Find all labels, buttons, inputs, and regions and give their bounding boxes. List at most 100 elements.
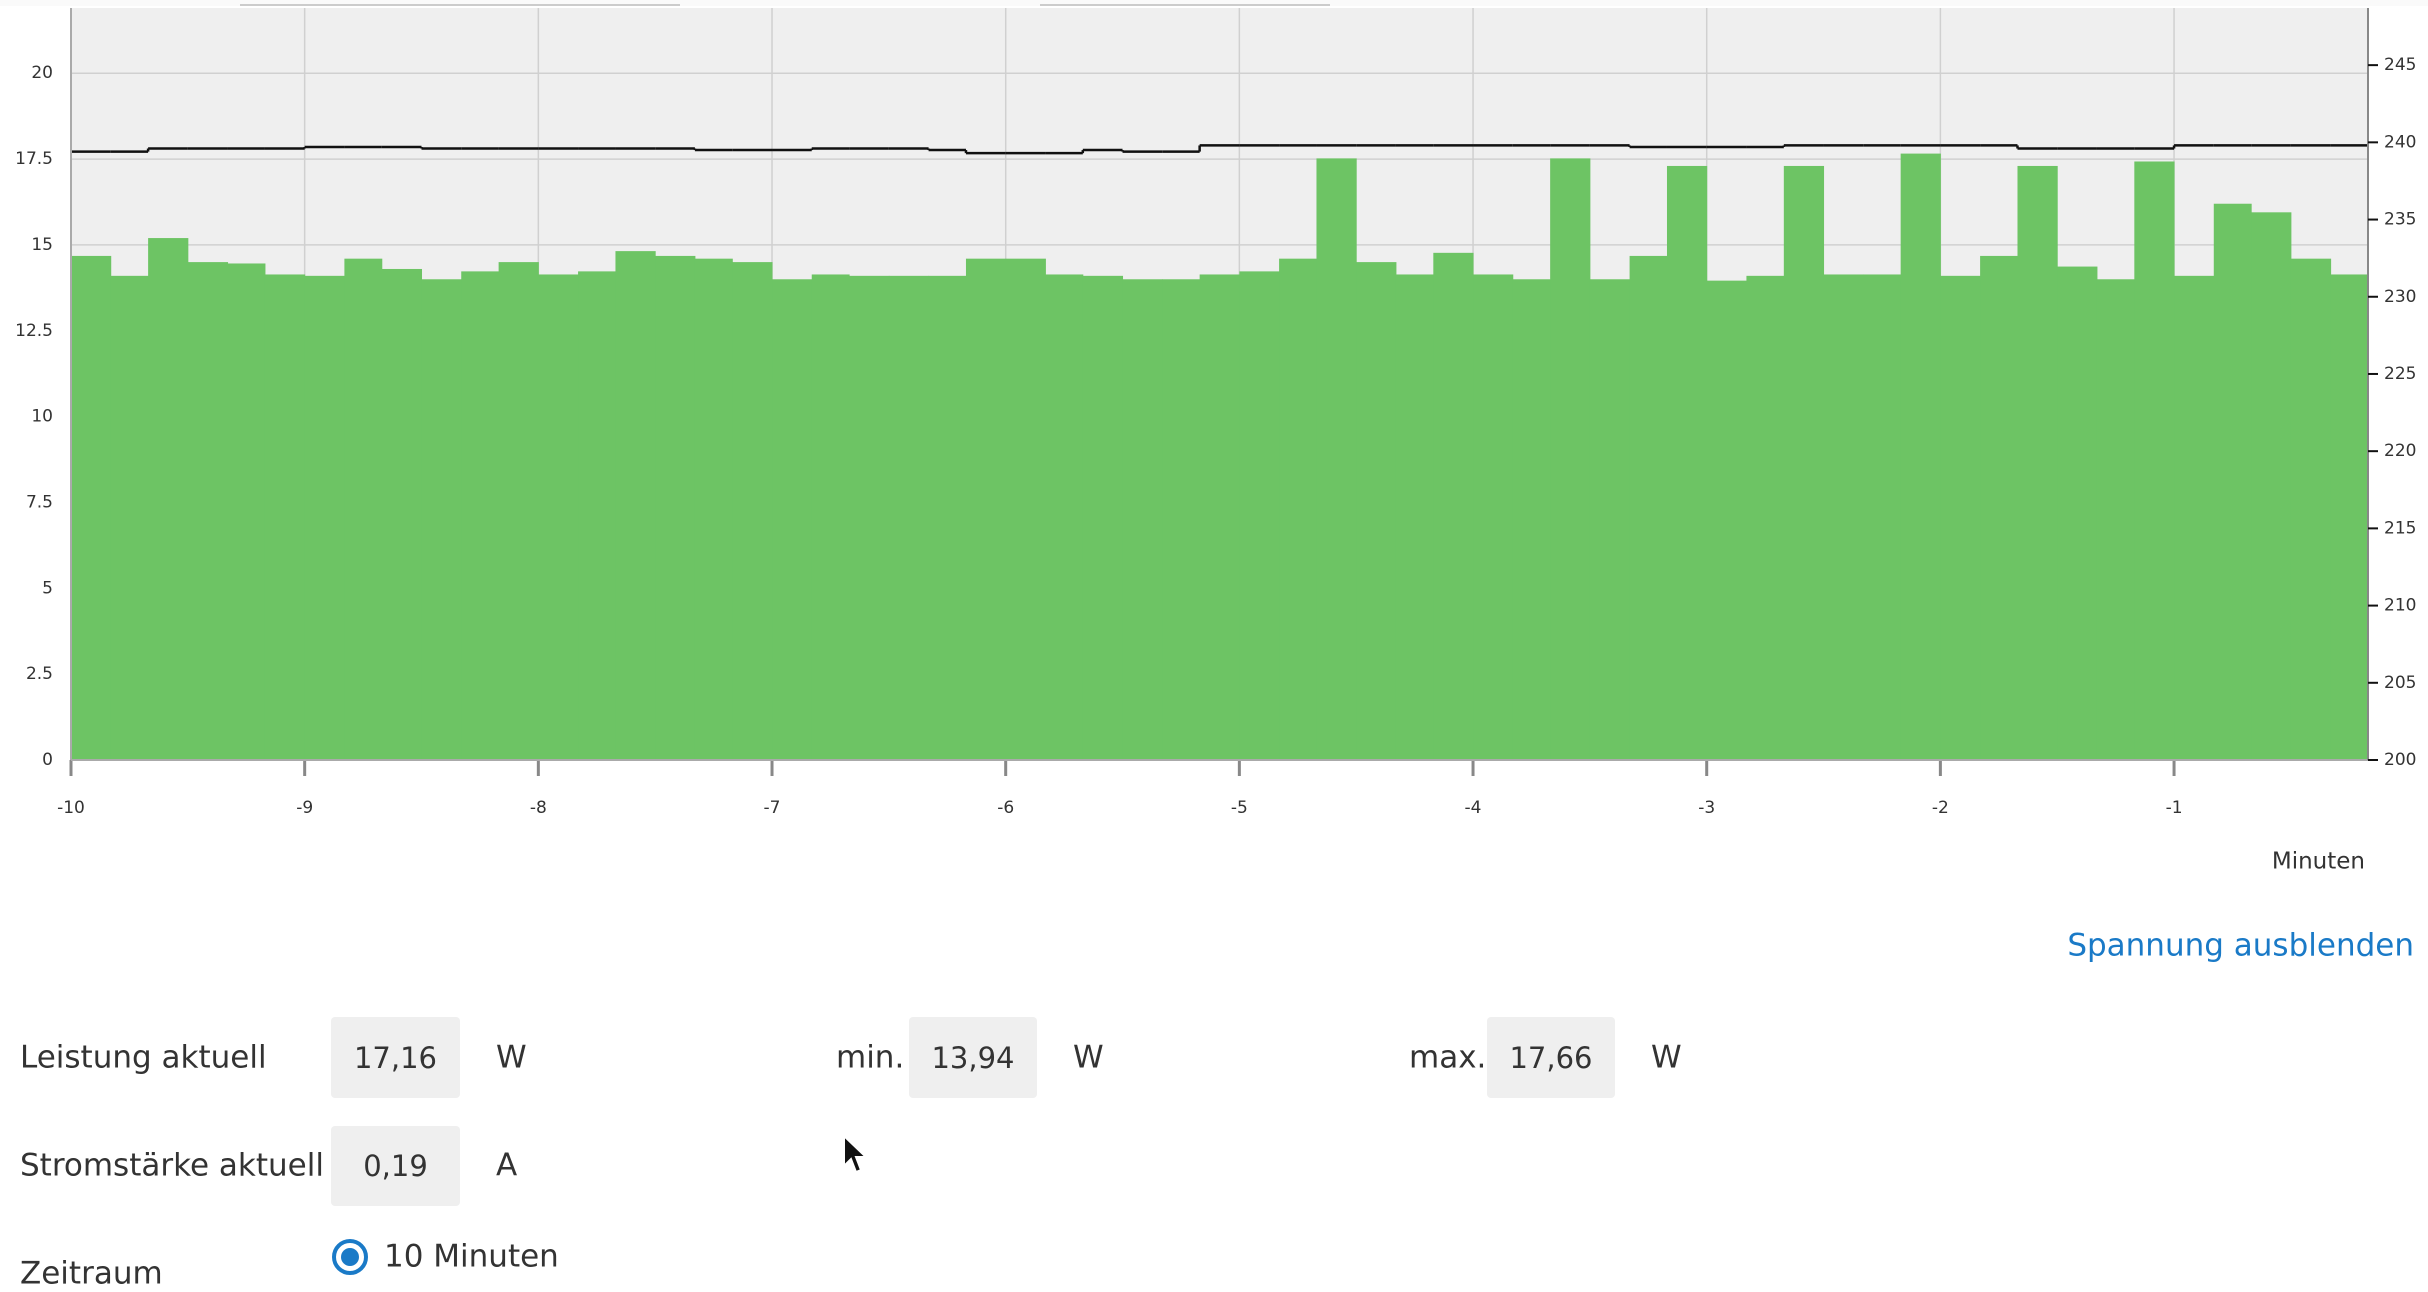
period-option[interactable]: 10 Minuten <box>384 1238 559 1275</box>
x-tick-label: -1 <box>2166 798 2183 818</box>
x-tick-label: -3 <box>1698 798 1715 818</box>
bar <box>1863 274 1902 760</box>
bar <box>694 258 733 760</box>
bar <box>148 238 189 760</box>
bar <box>1589 279 1631 760</box>
bar <box>1473 274 1514 760</box>
bar <box>2096 279 2135 760</box>
power-value: 17,16 <box>331 1017 460 1098</box>
bar <box>71 255 112 761</box>
bar <box>2251 212 2292 761</box>
bar <box>2330 274 2369 760</box>
min-unit: W <box>1073 1039 1104 1076</box>
chart: Minuten 0 2.5 5 7.5 10 12.5 15 17.5 20 -10 -9 -8 -7 -… <box>0 0 2428 875</box>
bar <box>772 279 813 760</box>
y2-tick-label: 240 <box>2384 132 2416 152</box>
x-tick-label: -2 <box>1932 798 1949 818</box>
bar <box>1005 258 1046 760</box>
y2-tick-label: 230 <box>2384 287 2416 307</box>
bar <box>1629 255 1668 761</box>
y2-tick-label: 220 <box>2384 441 2416 461</box>
bar <box>110 275 149 760</box>
y2-tick-label: 235 <box>2384 210 2416 230</box>
tab-strip <box>0 0 2428 6</box>
y2-tick-label: 225 <box>2384 364 2416 384</box>
bar <box>1783 165 1825 760</box>
bar <box>888 275 930 760</box>
bar <box>928 275 967 760</box>
x-tick-label: -8 <box>530 798 547 818</box>
current-label: Stromstärke aktuell <box>20 1147 324 1184</box>
max-value: 17,66 <box>1487 1017 1615 1098</box>
bar <box>1199 274 1240 760</box>
bar <box>655 255 696 761</box>
min-label: min. <box>836 1039 905 1076</box>
bar <box>1316 158 1357 760</box>
max-unit: W <box>1651 1039 1682 1076</box>
bar <box>1356 262 1397 760</box>
bar <box>264 274 306 760</box>
bar <box>1162 279 1201 760</box>
bar <box>1239 271 1280 760</box>
x-tick-label: -5 <box>1231 798 1248 818</box>
min-value: 13,94 <box>909 1017 1037 1098</box>
bar <box>498 262 539 760</box>
bar <box>1823 274 1864 760</box>
bar <box>732 262 773 760</box>
power-label: Leistung aktuell <box>20 1039 267 1076</box>
y2-tick-label: 210 <box>2384 596 2416 616</box>
x-tick-label: -10 <box>57 798 85 818</box>
y-tick-label: 12.5 <box>15 321 53 341</box>
x-tick-label: -4 <box>1465 798 1482 818</box>
y-tick-label: 15 <box>31 235 53 255</box>
max-label: max. <box>1409 1039 1487 1076</box>
bar <box>1666 165 1708 760</box>
bar <box>2213 203 2252 761</box>
bar <box>1900 153 1941 760</box>
bar <box>1433 252 1474 760</box>
y2-tick-label: 205 <box>2384 673 2416 693</box>
bar <box>2134 161 2175 760</box>
bar <box>1082 275 1124 760</box>
bar <box>1279 258 1317 760</box>
bar <box>578 271 616 760</box>
bar <box>811 274 850 760</box>
bar <box>421 279 462 760</box>
bar <box>849 275 890 760</box>
current-unit: A <box>496 1147 518 1184</box>
bar <box>1395 274 1434 760</box>
mouse-cursor <box>843 1134 869 1174</box>
bar <box>304 275 345 760</box>
y2-tick-label: 215 <box>2384 518 2416 538</box>
bar <box>344 258 383 760</box>
bar <box>538 274 579 760</box>
x-tick-label: -9 <box>296 798 313 818</box>
y-tick-label: 20 <box>31 63 53 83</box>
y2-tick-label: 200 <box>2384 750 2416 770</box>
radio-button[interactable] <box>330 1237 370 1277</box>
power-unit: W <box>496 1039 527 1076</box>
bar <box>1122 279 1163 760</box>
y2-tick-label: 245 <box>2384 55 2416 75</box>
bar <box>381 268 423 760</box>
bar <box>2174 275 2215 760</box>
bar <box>227 263 266 760</box>
y-tick-label: 10 <box>31 407 53 427</box>
y-tick-label: 0 <box>42 750 53 770</box>
bar <box>965 258 1007 760</box>
bar <box>1512 279 1551 760</box>
y-tick-label: 17.5 <box>15 149 53 169</box>
bar <box>615 251 656 760</box>
bar <box>1940 275 1981 760</box>
y-tick-label: 2.5 <box>26 664 53 684</box>
bar <box>1980 255 2018 761</box>
toggle-voltage-link[interactable]: Spannung ausblenden <box>2067 927 2414 964</box>
y-tick-label: 7.5 <box>26 492 53 512</box>
bar <box>2290 258 2332 760</box>
bar <box>1045 274 1084 760</box>
bar <box>461 271 500 760</box>
bar <box>2057 266 2098 760</box>
bar <box>187 262 229 760</box>
bar <box>2017 165 2058 760</box>
